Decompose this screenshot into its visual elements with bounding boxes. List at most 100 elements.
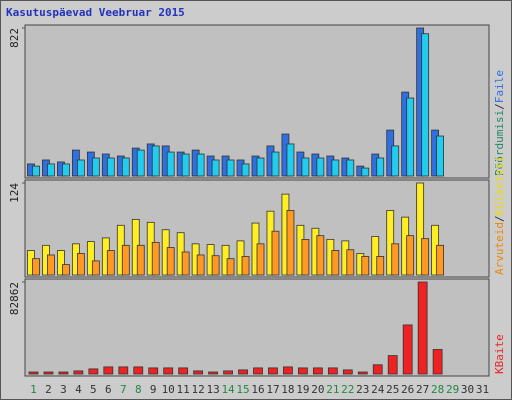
y-tick-label: 822 [8,28,21,48]
bar [47,254,55,276]
legend-separator: / [493,103,506,110]
legend: Pöördumisi/Faile [493,70,506,176]
bar [106,157,115,177]
bar [372,364,383,375]
x-tick-label: 9 [150,383,157,396]
legend-separator: / [493,215,506,222]
bar [286,143,295,177]
legend-entry: Külastusi [493,156,506,216]
bar [106,250,115,276]
bar [406,97,415,177]
bar [402,324,413,375]
bar [91,157,100,177]
bar [271,230,280,276]
bar [47,163,55,177]
bar [331,159,340,177]
y-tick-label: 82862 [8,282,21,315]
x-tick-label: 29 [446,383,459,396]
bar [271,151,280,177]
x-tick-label: 17 [266,383,279,396]
bar [196,153,205,177]
x-tick-label: 14 [221,383,235,396]
bar [346,159,355,177]
bar [223,370,233,375]
bar [32,165,40,177]
x-tick-label: 5 [90,383,97,396]
x-tick-label: 7 [120,383,127,396]
bar [421,33,430,177]
bar [196,254,205,276]
x-tick-label: 15 [236,383,249,396]
bar [103,366,114,375]
bar [376,256,385,276]
bar [346,249,355,276]
bar [58,371,69,375]
x-tick-label: 23 [356,383,369,396]
x-tick-label: 12 [192,383,205,396]
bar [88,368,99,375]
bar [298,367,308,375]
x-tick-label: 19 [296,383,309,396]
bar [361,167,370,177]
bar [166,151,175,177]
x-tick-label: 25 [386,383,399,396]
bar [32,258,40,276]
bar [421,238,430,276]
bar [91,260,100,276]
x-tick-label: 1 [30,383,37,396]
bar [301,157,310,177]
bar [151,241,160,276]
bar [436,135,445,177]
bar [312,367,323,375]
x-tick-label: 3 [60,383,67,396]
bar [327,367,338,375]
bar [28,371,39,375]
bar [76,159,85,177]
bar [391,145,400,177]
x-tick-label: 13 [206,383,219,396]
bar [361,256,370,276]
bar [166,247,175,276]
bar [386,210,395,276]
bar [416,182,425,276]
bar [436,244,445,276]
bar [432,349,443,375]
bar [148,367,159,375]
bar [387,355,398,375]
x-tick-label: 30 [461,383,474,396]
bar [226,159,235,177]
bar [121,244,130,276]
bar [391,243,400,276]
bar [417,281,428,375]
x-tick-label: 18 [281,383,294,396]
bar [208,371,218,375]
x-tick-label: 28 [431,383,444,396]
legend-entry: Pöördumisi [493,110,506,176]
bar [193,370,204,375]
legend: Arvuteid/Külastusi [493,156,506,275]
bar [118,366,129,375]
bar [211,255,220,276]
x-tick-label: 27 [416,383,429,396]
x-tick-label: 22 [341,383,354,396]
x-tick-label: 2 [45,383,52,396]
bar [62,163,70,177]
bar [256,243,265,276]
x-tick-label: 4 [75,383,82,396]
bar [316,235,325,276]
x-tick-label: 20 [311,383,324,396]
bar [342,369,353,375]
bar [43,371,54,375]
bar [181,153,190,177]
bar [283,366,293,375]
x-tick-label: 10 [162,383,175,396]
bar [256,157,265,177]
bar [406,235,415,276]
bar [86,241,95,276]
x-tick-label: 6 [105,383,112,396]
bar [211,159,220,177]
bar [286,210,295,276]
x-tick-label: 16 [251,383,264,396]
legend-entry: Arvuteid [493,222,506,275]
